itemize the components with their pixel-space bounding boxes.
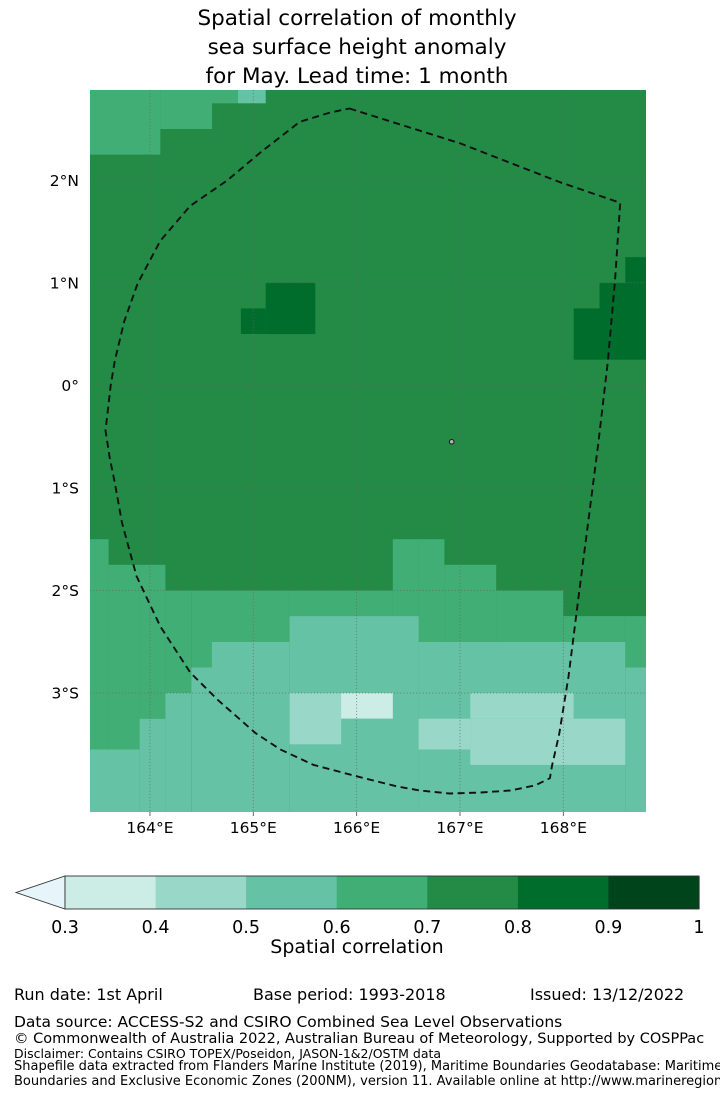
y-axis-tick-label: 3°S (52, 685, 79, 703)
colorbar-tick-label: 0.6 (323, 918, 351, 938)
correlation-cell-region (191, 667, 212, 812)
colorbar-segment (65, 876, 157, 909)
correlation-cell-region (625, 257, 646, 283)
colorbar-tick-label: 0.9 (594, 918, 622, 938)
colorbar-tick-label: 0.3 (51, 918, 79, 938)
correlation-cell-region (418, 539, 445, 642)
x-axis-tick-label: 164°E (126, 819, 173, 837)
correlation-cell-region (211, 90, 238, 104)
correlation-cell-region (90, 90, 161, 155)
correlation-cell-region (191, 590, 212, 668)
disclaimer-text: Disclaimer: Contains CSIRO TOPEX/Poseido… (14, 1046, 442, 1061)
correlation-cell-region (625, 667, 646, 812)
colorbar-segment (155, 876, 247, 909)
colorbar-segment (246, 876, 338, 909)
x-axis-tick-label: 168°E (540, 819, 587, 837)
y-axis-tick-label: 2°S (52, 582, 79, 600)
data-source-text: Data source: ACCESS-S2 and CSIRO Combine… (14, 1013, 563, 1031)
correlation-cell-region (160, 90, 212, 129)
correlation-cell-region (139, 564, 166, 719)
chart-title-line-2: sea surface height anomaly (207, 35, 507, 60)
copyright-text: © Commonwealth of Australia 2022, Austra… (14, 1031, 705, 1047)
correlation-cell-region (165, 693, 192, 812)
colorbar-segment (517, 876, 610, 909)
colorbar-tick-label: 0.8 (504, 918, 532, 938)
correlation-cell-region (211, 590, 290, 642)
x-axis-tick-label: 165°E (230, 819, 277, 837)
correlation-cell-region (289, 693, 342, 745)
correlation-cell-region (265, 282, 316, 335)
correlation-cell-region (444, 564, 497, 642)
base-period-text: Base period: 1993-2018 (253, 985, 446, 1004)
correlation-cell-region (470, 718, 626, 765)
colorbar-under-arrow (14, 875, 66, 910)
correlation-cell-region (341, 693, 393, 719)
correlation-cell-region (90, 749, 140, 812)
colorbar-tick-label: 0.7 (413, 918, 441, 938)
correlation-cell-region (90, 539, 109, 750)
x-axis-tick-label: 166°E (333, 819, 380, 837)
correlation-cell-region (496, 590, 564, 642)
x-axis-tick-label: 167°E (436, 819, 483, 837)
correlation-cell-region (418, 718, 471, 750)
y-axis-tick-label: 2°N (50, 172, 79, 190)
correlation-cell-region (599, 282, 646, 360)
chart-title-line-3: for May. Lead time: 1 month (205, 64, 509, 89)
correlation-cell-region (211, 641, 290, 812)
correlation-cell-region (108, 564, 140, 750)
colorbar-tick-label: 0.5 (232, 918, 260, 938)
island-marker (448, 438, 455, 445)
correlation-cell-region (470, 693, 574, 719)
shapefile-text-line-1: Shapefile data extracted from Flanders M… (14, 1059, 720, 1074)
correlation-cell-region (139, 718, 166, 812)
colorbar-outline (64, 875, 700, 910)
y-axis-tick-label: 1°N (50, 274, 79, 292)
issued-text: Issued: 13/12/2022 (530, 985, 685, 1004)
y-axis-tick-label: 0° (61, 377, 79, 395)
shapefile-text-line-2: Boundaries and Exclusive Economic Zones … (14, 1074, 720, 1089)
colorbar-tick-label: 0.4 (142, 918, 170, 938)
run-date-text: Run date: 1st April (14, 985, 163, 1004)
correlation-cell-region (289, 590, 393, 617)
map-cells (90, 90, 646, 812)
correlation-cell-region (237, 90, 266, 104)
colorbar-segment (427, 876, 519, 909)
colorbar-tick-label: 1 (693, 918, 704, 938)
y-axis-tick-label: 1°S (52, 479, 79, 497)
colorbar-segment (336, 876, 428, 909)
correlation-cell-region (625, 616, 646, 668)
colorbar-segment (608, 876, 700, 909)
chart-title-line-1: Spatial correlation of monthly (197, 6, 517, 31)
chart-title: Spatial correlation of monthly sea surfa… (0, 4, 714, 91)
colorbar-label: Spatial correlation (270, 936, 444, 958)
correlation-cell-region (392, 539, 419, 617)
correlation-cell-region (573, 308, 600, 360)
eez-boundary-line (104, 107, 622, 795)
